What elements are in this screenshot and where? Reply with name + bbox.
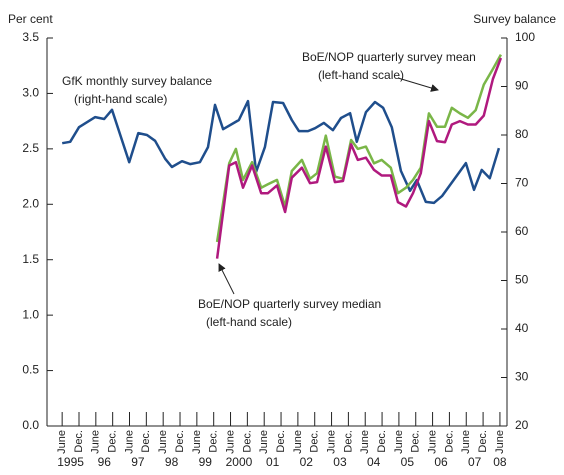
annotation: (left-hand scale) (318, 68, 404, 82)
x-tick-label: Dec. (241, 430, 253, 453)
y2-tick-label: 60 (515, 224, 529, 238)
y2-tick-label: 80 (515, 127, 529, 141)
y-tick-label: 0.0 (22, 418, 39, 432)
x-tick-label: Dec. (410, 430, 422, 453)
annotation: (left-hand scale) (206, 315, 292, 329)
year-label: 98 (165, 455, 179, 469)
x-tick-label: June (494, 430, 506, 454)
x-tick-label: Dec. (477, 430, 489, 453)
x-tick-label: Dec. (174, 430, 186, 453)
annotation: BoE/NOP quarterly survey mean (302, 50, 476, 64)
x-tick-label: Dec. (107, 430, 119, 453)
x-tick-label: June (258, 430, 270, 454)
y-axis-label: Per cent (8, 12, 53, 26)
arrow (218, 263, 235, 295)
y-tick-label: 3.0 (22, 86, 39, 100)
x-tick-label: June (426, 430, 438, 454)
year-label: 03 (333, 455, 347, 469)
annotation: BoE/NOP quarterly survey median (198, 297, 381, 311)
year-label: 99 (199, 455, 213, 469)
y-tick-label: 2.5 (22, 141, 39, 155)
y2-tick-label: 20 (515, 418, 529, 432)
year-label: 04 (367, 455, 381, 469)
x-tick-label: Dec. (208, 430, 220, 453)
x-tick-label: Dec. (140, 430, 152, 453)
y2-tick-label: 50 (515, 273, 529, 287)
x-tick-label: June (56, 430, 68, 454)
series-line (215, 57, 503, 259)
y2-tick-label: 40 (515, 321, 529, 335)
x-tick-label: June (393, 430, 405, 454)
x-tick-label: Dec. (443, 430, 455, 453)
y2-axis-label: Survey balance (473, 12, 556, 26)
x-tick-label: June (157, 430, 169, 454)
year-label: 08 (493, 455, 507, 469)
year-label: 01 (266, 455, 280, 469)
x-tick-label: Dec. (275, 430, 287, 453)
annotation: (right-hand scale) (74, 92, 167, 106)
y2-tick-label: 100 (515, 30, 535, 44)
x-tick-label: Dec. (342, 430, 354, 453)
annotation: GfK monthly survey balance (62, 74, 212, 88)
x-tick-label: June (460, 430, 472, 454)
year-label: 06 (434, 455, 448, 469)
year-label: 2000 (226, 455, 253, 469)
y-tick-label: 0.5 (22, 363, 39, 377)
x-tick-label: June (123, 430, 135, 454)
year-label: 96 (98, 455, 112, 469)
year-label: 07 (468, 455, 482, 469)
x-tick-label: June (292, 430, 304, 454)
y-tick-label: 3.5 (22, 30, 39, 44)
series-line (61, 99, 501, 205)
y-tick-label: 1.0 (22, 307, 39, 321)
year-label: 05 (401, 455, 415, 469)
x-tick-label: June (325, 430, 337, 454)
x-tick-label: Dec. (73, 430, 85, 453)
x-tick-label: June (224, 430, 236, 454)
x-tick-label: June (191, 430, 203, 454)
series-line (215, 53, 502, 243)
y2-tick-label: 70 (515, 176, 529, 190)
y2-tick-label: 90 (515, 79, 529, 93)
x-tick-label: June (359, 430, 371, 454)
y-tick-label: 1.5 (22, 252, 39, 266)
arrow (397, 77, 439, 92)
x-tick-label: Dec. (309, 430, 321, 453)
y2-tick-label: 30 (515, 370, 529, 384)
y-tick-label: 2.0 (22, 196, 39, 210)
x-tick-label: Dec. (376, 430, 388, 453)
x-tick-label: June (90, 430, 102, 454)
year-label: 02 (300, 455, 314, 469)
year-label: 1995 (57, 455, 84, 469)
year-label: 97 (131, 455, 145, 469)
